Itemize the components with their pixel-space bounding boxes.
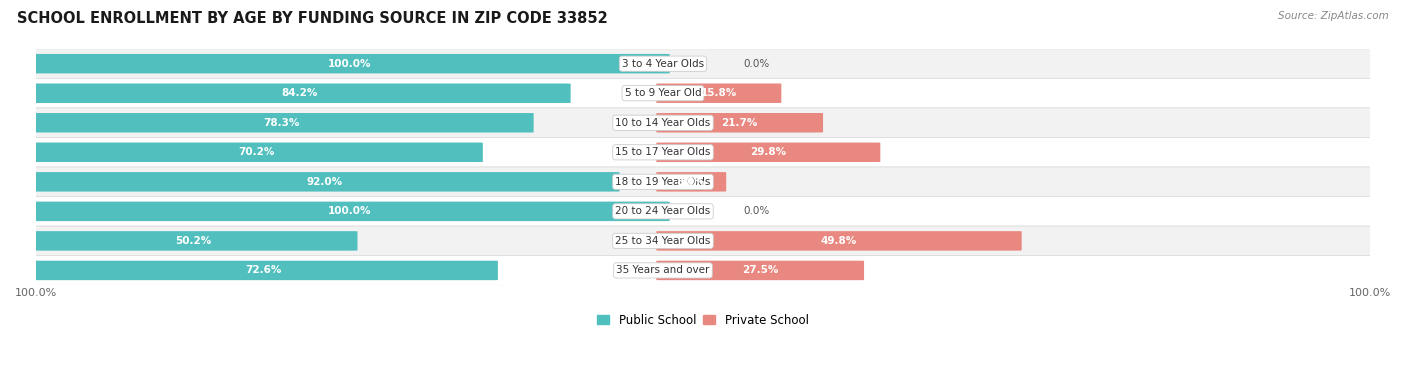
FancyBboxPatch shape <box>32 167 1374 197</box>
Text: 8.0%: 8.0% <box>676 177 706 187</box>
Text: 50.2%: 50.2% <box>176 236 211 246</box>
Text: 18 to 19 Year Olds: 18 to 19 Year Olds <box>616 177 710 187</box>
Text: 15.8%: 15.8% <box>700 88 737 98</box>
Text: 100.0%: 100.0% <box>328 59 371 69</box>
Text: 84.2%: 84.2% <box>281 88 318 98</box>
FancyBboxPatch shape <box>657 143 880 162</box>
Text: 70.2%: 70.2% <box>238 147 274 157</box>
FancyBboxPatch shape <box>30 172 620 192</box>
Text: 92.0%: 92.0% <box>307 177 343 187</box>
Text: SCHOOL ENROLLMENT BY AGE BY FUNDING SOURCE IN ZIP CODE 33852: SCHOOL ENROLLMENT BY AGE BY FUNDING SOUR… <box>17 11 607 26</box>
FancyBboxPatch shape <box>32 138 1374 167</box>
Text: Source: ZipAtlas.com: Source: ZipAtlas.com <box>1278 11 1389 21</box>
FancyBboxPatch shape <box>657 261 865 280</box>
Text: 49.8%: 49.8% <box>821 236 858 246</box>
Text: 27.5%: 27.5% <box>742 265 779 276</box>
Text: 0.0%: 0.0% <box>742 59 769 69</box>
FancyBboxPatch shape <box>30 83 571 103</box>
Text: 3 to 4 Year Olds: 3 to 4 Year Olds <box>621 59 704 69</box>
Text: 29.8%: 29.8% <box>751 147 786 157</box>
Text: 15 to 17 Year Olds: 15 to 17 Year Olds <box>616 147 710 157</box>
FancyBboxPatch shape <box>30 231 357 251</box>
Text: 72.6%: 72.6% <box>246 265 281 276</box>
Text: 100.0%: 100.0% <box>328 206 371 216</box>
FancyBboxPatch shape <box>32 256 1374 285</box>
Legend: Public School, Private School: Public School, Private School <box>593 309 813 331</box>
FancyBboxPatch shape <box>30 202 669 221</box>
FancyBboxPatch shape <box>32 78 1374 108</box>
FancyBboxPatch shape <box>657 231 1022 251</box>
Text: 78.3%: 78.3% <box>263 118 299 128</box>
FancyBboxPatch shape <box>30 54 669 74</box>
Text: 20 to 24 Year Olds: 20 to 24 Year Olds <box>616 206 710 216</box>
FancyBboxPatch shape <box>30 113 534 132</box>
Text: 35 Years and over: 35 Years and over <box>616 265 710 276</box>
FancyBboxPatch shape <box>657 83 782 103</box>
FancyBboxPatch shape <box>657 113 823 132</box>
FancyBboxPatch shape <box>30 261 498 280</box>
FancyBboxPatch shape <box>32 196 1374 226</box>
FancyBboxPatch shape <box>32 49 1374 78</box>
FancyBboxPatch shape <box>32 226 1374 256</box>
FancyBboxPatch shape <box>32 108 1374 138</box>
Text: 21.7%: 21.7% <box>721 118 758 128</box>
Text: 10 to 14 Year Olds: 10 to 14 Year Olds <box>616 118 710 128</box>
Text: 5 to 9 Year Old: 5 to 9 Year Old <box>624 88 702 98</box>
Text: 25 to 34 Year Olds: 25 to 34 Year Olds <box>616 236 710 246</box>
FancyBboxPatch shape <box>30 143 482 162</box>
FancyBboxPatch shape <box>657 172 727 192</box>
Text: 0.0%: 0.0% <box>742 206 769 216</box>
